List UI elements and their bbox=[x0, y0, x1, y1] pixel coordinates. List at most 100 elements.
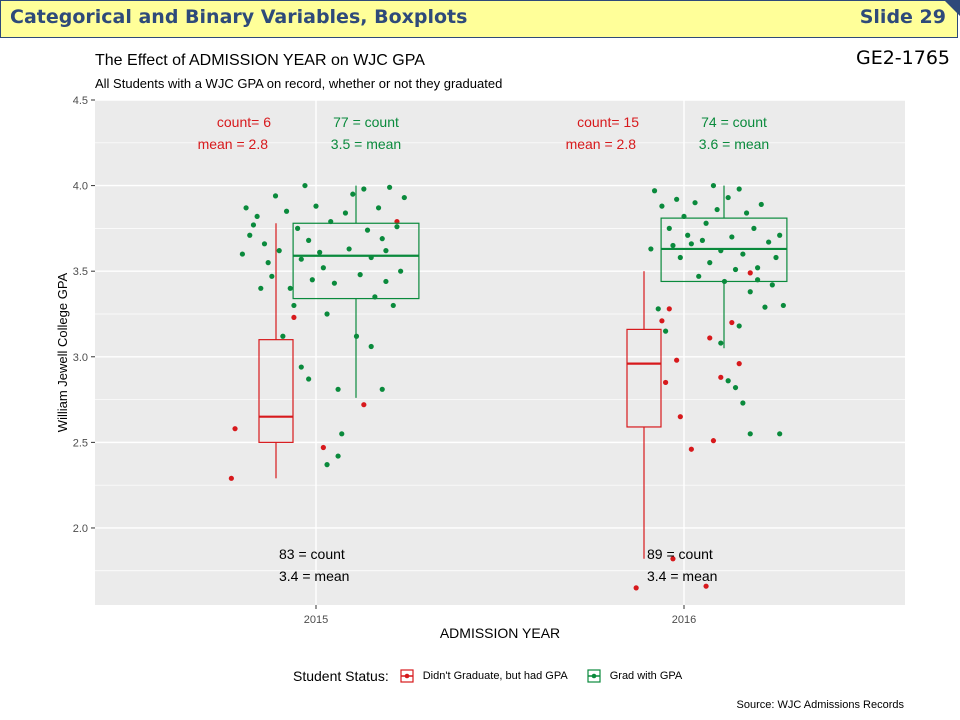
data-point bbox=[383, 248, 389, 254]
data-point bbox=[258, 285, 264, 291]
data-point bbox=[283, 208, 290, 214]
series-mean-label: mean = 2.8 bbox=[566, 136, 637, 152]
data-point bbox=[633, 585, 639, 591]
data-point bbox=[663, 379, 669, 386]
data-point bbox=[663, 328, 669, 334]
data-point bbox=[780, 302, 786, 309]
data-point bbox=[703, 583, 709, 589]
corner-decoration bbox=[944, 0, 960, 16]
slide-number: Slide 29 bbox=[859, 6, 946, 28]
data-point bbox=[335, 386, 341, 392]
data-point bbox=[269, 273, 275, 279]
y-tick-label: 2.0 bbox=[73, 523, 88, 535]
data-point bbox=[320, 265, 326, 271]
data-point bbox=[280, 333, 286, 339]
box bbox=[660, 217, 788, 283]
data-point bbox=[710, 182, 717, 189]
data-point bbox=[648, 246, 654, 252]
data-point bbox=[666, 225, 672, 231]
data-point bbox=[302, 182, 308, 189]
series-count-label: 77 = count bbox=[333, 114, 399, 130]
data-point bbox=[228, 475, 234, 481]
series-count-label: count= 15 bbox=[577, 114, 639, 130]
data-point bbox=[276, 248, 282, 254]
data-point bbox=[306, 376, 312, 382]
data-point bbox=[710, 438, 717, 444]
data-point bbox=[747, 431, 753, 437]
data-point bbox=[243, 205, 249, 211]
data-point bbox=[379, 386, 385, 392]
data-point bbox=[725, 194, 731, 201]
total-count-label: 83 = count bbox=[279, 546, 345, 562]
data-point bbox=[387, 184, 393, 190]
box bbox=[258, 339, 294, 443]
data-point bbox=[272, 193, 279, 199]
data-point bbox=[777, 232, 783, 238]
data-point bbox=[320, 444, 326, 451]
legend-key-didnt-graduate bbox=[397, 667, 417, 685]
data-point bbox=[677, 414, 683, 420]
data-point bbox=[743, 210, 750, 216]
total-mean-label: 3.4 = mean bbox=[279, 568, 349, 584]
data-point bbox=[401, 194, 407, 201]
source-note: Source: WJC Admissions Records bbox=[736, 699, 905, 711]
data-point bbox=[747, 289, 753, 295]
series-mean-label: mean = 2.8 bbox=[198, 136, 269, 152]
data-point bbox=[707, 260, 713, 266]
data-point bbox=[762, 304, 768, 310]
x-tick-label: 2015 bbox=[304, 614, 328, 626]
box bbox=[292, 222, 420, 300]
data-point bbox=[309, 277, 315, 283]
data-point bbox=[313, 203, 319, 209]
data-point bbox=[707, 335, 713, 341]
data-point bbox=[740, 400, 746, 406]
data-point bbox=[755, 265, 761, 271]
data-point bbox=[250, 222, 257, 228]
data-point bbox=[254, 213, 260, 220]
data-point bbox=[718, 374, 724, 380]
data-point bbox=[725, 378, 731, 384]
data-point bbox=[324, 311, 330, 317]
data-point bbox=[736, 323, 742, 329]
data-point bbox=[736, 361, 742, 367]
data-point bbox=[755, 277, 761, 283]
legend: Student Status: Didn't Graduate, but had… bbox=[293, 665, 698, 687]
data-point bbox=[666, 306, 672, 312]
legend-label-grad: Grad with GPA bbox=[609, 670, 683, 682]
data-point bbox=[674, 196, 680, 202]
data-point bbox=[659, 318, 665, 324]
data-point bbox=[758, 201, 764, 208]
legend-label-didnt-graduate: Didn't Graduate, but had GPA bbox=[422, 670, 568, 682]
total-mean-label: 3.4 = mean bbox=[647, 568, 717, 584]
data-point bbox=[368, 254, 374, 261]
data-point bbox=[651, 188, 658, 194]
code-label: GE2-1765 bbox=[855, 47, 950, 69]
data-point bbox=[368, 343, 374, 350]
box bbox=[626, 328, 662, 428]
x-tick-label: 2016 bbox=[672, 614, 696, 626]
data-point bbox=[718, 340, 724, 346]
legend-title: Student Status: bbox=[293, 668, 389, 684]
data-point bbox=[298, 256, 304, 262]
data-point bbox=[364, 227, 371, 233]
data-point bbox=[331, 280, 337, 286]
x-axis-title: ADMISSION YEAR bbox=[440, 625, 560, 641]
data-point bbox=[291, 302, 297, 309]
data-point bbox=[674, 357, 680, 363]
data-point bbox=[655, 306, 661, 312]
data-point bbox=[736, 186, 742, 192]
data-point bbox=[659, 203, 665, 209]
data-point bbox=[732, 266, 739, 273]
data-point bbox=[346, 246, 352, 252]
series-count-label: count= 6 bbox=[217, 114, 271, 130]
data-point bbox=[291, 314, 297, 321]
data-point bbox=[265, 260, 271, 266]
data-point bbox=[247, 232, 253, 238]
chart-subtitle: All Students with a WJC GPA on record, w… bbox=[95, 76, 503, 91]
data-point bbox=[383, 278, 389, 285]
slide-title: Categorical and Binary Variables, Boxplo… bbox=[10, 6, 468, 28]
data-point bbox=[718, 248, 724, 254]
data-point bbox=[298, 364, 304, 370]
y-tick-label: 3.0 bbox=[73, 352, 88, 364]
